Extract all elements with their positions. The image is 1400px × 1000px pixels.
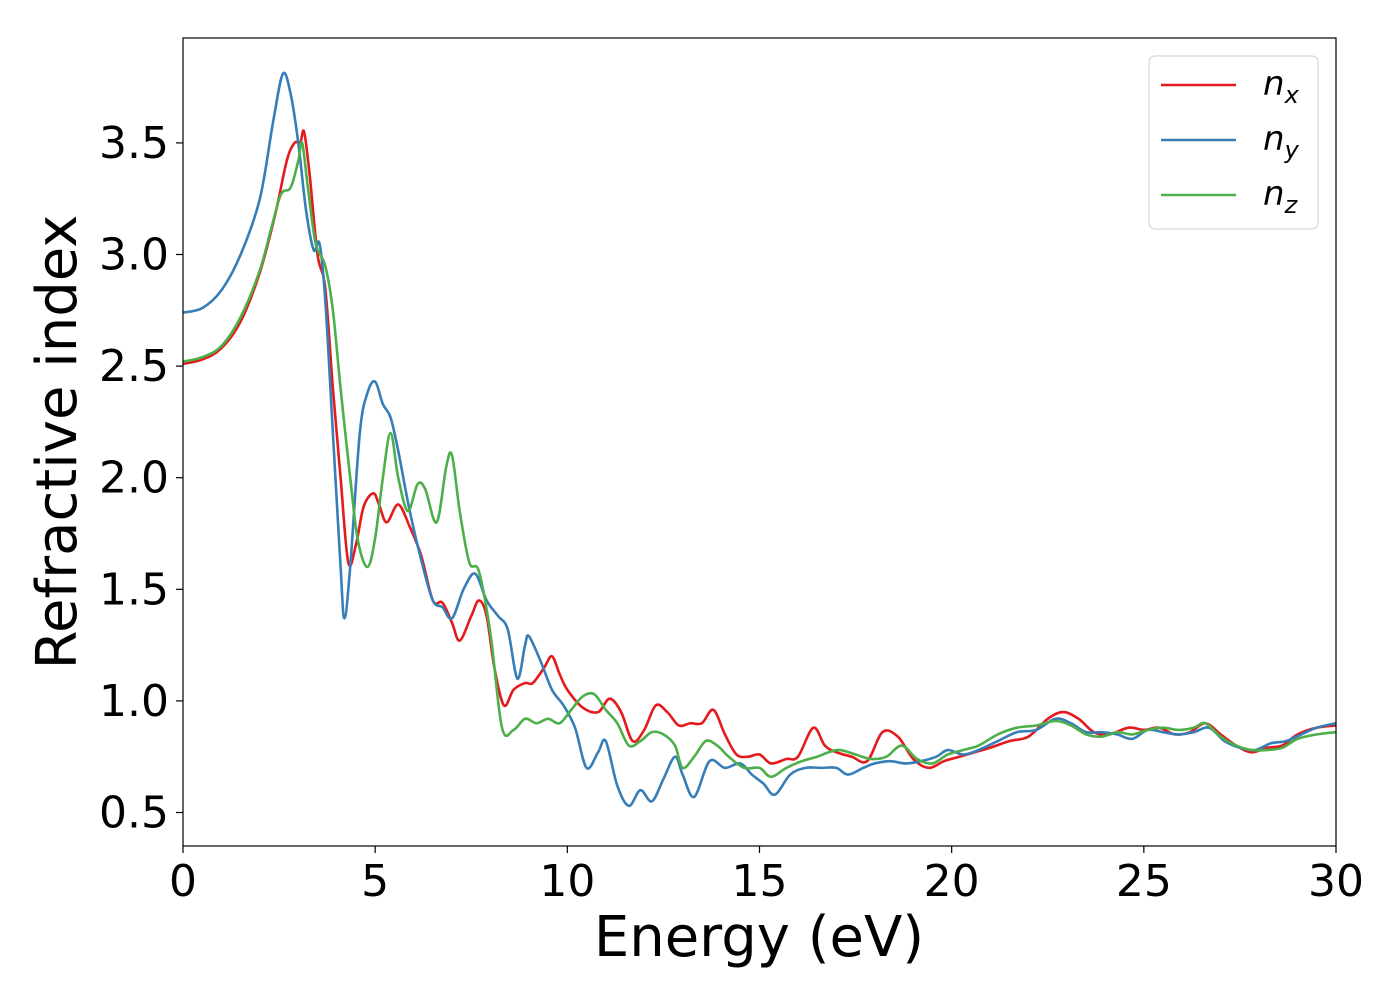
y-tick-label: 2.0 [99,453,169,504]
series-line-ny [183,71,1336,808]
x-tick-label: 10 [539,856,595,907]
x-tick-label: 25 [1116,856,1172,907]
x-tick-label: 30 [1308,856,1364,907]
x-axis-title: Energy (eV) [594,905,924,970]
y-tick-label: 1.5 [99,564,169,615]
y-tick-label: 2.5 [99,341,169,392]
x-tick-label: 20 [924,856,980,907]
y-axis: 0.5 1.0 1.5 2.0 2.5 3.0 3.5 [99,118,183,839]
y-tick-label: 0.5 [99,788,169,839]
y-tick-label: 3.5 [99,118,169,169]
x-axis: 0 5 10 15 20 25 30 [169,846,1364,907]
series-line-nz [183,140,1336,779]
y-tick-label: 1.0 [99,676,169,727]
legend-box [1148,55,1319,230]
x-tick-label: 15 [732,856,788,907]
y-tick-label: 3.0 [99,230,169,281]
x-tick-label: 5 [361,856,389,907]
series-layer [183,71,1336,808]
x-tick-label: 0 [169,856,197,907]
series-line-nx [183,129,1336,770]
y-axis-title: Refractive index [25,215,90,670]
